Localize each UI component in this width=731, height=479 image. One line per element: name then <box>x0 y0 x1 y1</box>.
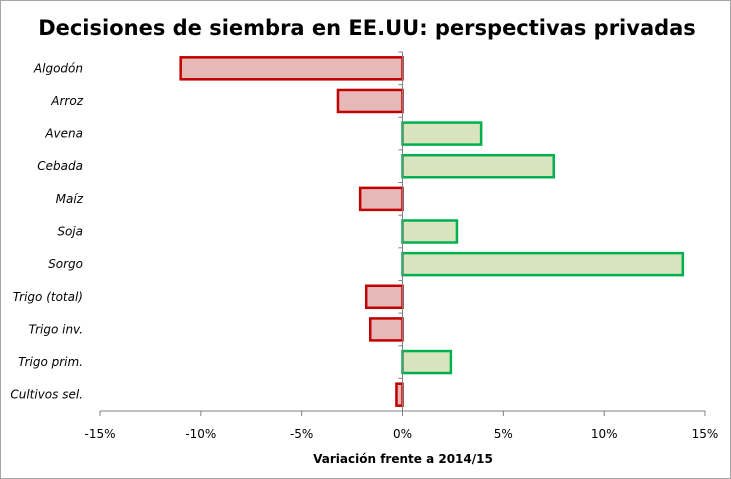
bar-7 <box>401 251 685 277</box>
bar-1 <box>179 56 404 81</box>
category-label: Algodón <box>33 61 83 75</box>
x-tick-label: -15% <box>84 427 115 441</box>
axis-layer <box>99 51 706 416</box>
bar-4 <box>401 153 555 179</box>
x-tick-label: -5% <box>290 427 313 441</box>
category-label: Trigo inv. <box>29 322 83 336</box>
chart-title: Decisiones de siembra en EE.UU: perspect… <box>38 16 696 40</box>
bar-11 <box>395 382 404 407</box>
category-label: Maíz <box>56 192 84 206</box>
bar-8 <box>364 284 404 310</box>
category-label: Cultivos sel. <box>10 388 83 402</box>
x-tick-label: 10% <box>591 427 618 441</box>
x-tick-label: -10% <box>185 427 216 441</box>
category-label: Cebada <box>37 159 83 173</box>
category-label: Trigo prim. <box>18 355 83 369</box>
bar-6 <box>401 219 459 244</box>
bar-10 <box>401 349 453 375</box>
x-tick-label: 0% <box>393 427 412 441</box>
bar-3 <box>401 121 483 146</box>
category-label: Trigo (total) <box>13 290 83 304</box>
x-axis-title: Variación frente a 2014/15 <box>313 452 493 466</box>
bar-9 <box>368 317 404 342</box>
x-tick-label: 15% <box>692 427 719 441</box>
category-label: Arroz <box>50 94 83 108</box>
labels-layer: Algodón Arroz Avena Cebada Maíz Soja Sorgo Trig… <box>10 61 718 441</box>
bars-layer <box>179 56 685 407</box>
bar-5 <box>358 186 404 212</box>
category-label: Avena <box>44 127 83 141</box>
category-label: Sorgo <box>48 257 83 271</box>
category-label: Soja <box>57 225 83 239</box>
bar-2 <box>336 88 404 114</box>
x-tick-label: 5% <box>494 427 513 441</box>
